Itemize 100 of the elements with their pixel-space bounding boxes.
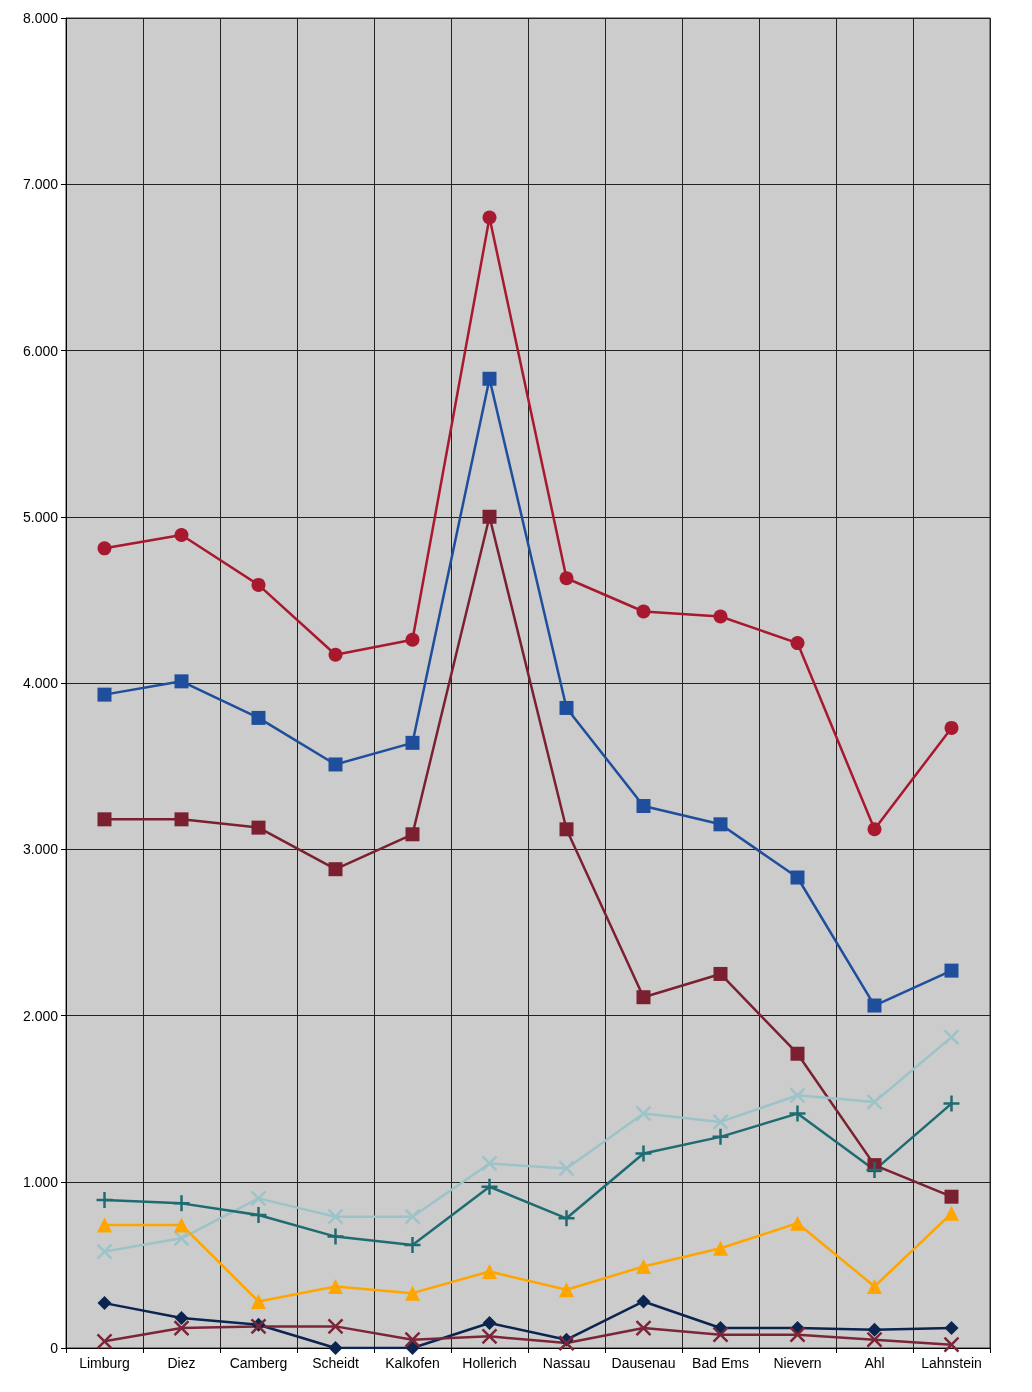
point [327,1318,344,1335]
point [174,812,189,827]
point [636,604,651,619]
point [557,1209,576,1228]
point [789,1326,806,1343]
point [251,710,266,725]
point [328,1341,343,1355]
point [634,1144,653,1163]
point [405,632,420,647]
point [788,1104,807,1123]
x-tick-label: Ahl [864,1355,885,1371]
point [942,1094,961,1113]
point [97,1217,112,1233]
point [328,862,343,877]
y-tick-label: 0 [50,1340,59,1356]
point [405,1341,420,1355]
point [713,1240,728,1256]
point [636,1259,651,1275]
point [328,757,343,772]
point [405,1285,420,1301]
point [173,1230,190,1247]
y-tick-label: 2.000 [22,1007,59,1024]
y-tick-label: 5.000 [22,508,59,525]
point [944,1205,959,1221]
point [250,1190,267,1207]
point [481,1328,498,1345]
point [403,1235,422,1255]
point [866,1331,883,1348]
point [635,1319,652,1337]
x-tick-label: Hollerich [462,1355,517,1371]
point [636,1294,651,1309]
point [96,1243,113,1260]
point [712,1113,729,1131]
point [97,687,112,702]
point [867,998,882,1013]
point [251,577,266,592]
point [482,509,497,524]
point [713,966,728,981]
point [944,720,959,735]
point [713,817,728,832]
point [944,1189,959,1204]
point [174,674,189,689]
x-tick-label: Lahnstein [921,1355,982,1371]
x-tick-label: Bad Ems [692,1355,749,1371]
point [635,1105,652,1122]
point [326,1227,345,1246]
point [867,822,882,837]
point [944,963,959,978]
point [95,1190,114,1210]
y-tick-label: 6.000 [22,342,59,359]
point [97,1296,112,1311]
point [174,528,189,543]
point [251,820,266,835]
x-tick-label: Scheidt [312,1355,359,1371]
point [174,1311,189,1326]
point [790,870,805,885]
point [790,1046,805,1061]
point [481,1155,498,1172]
point [480,1177,499,1196]
point [943,1028,960,1046]
y-tick-label: 4.000 [22,675,59,691]
point [559,1282,574,1298]
point [790,1215,805,1231]
point [713,609,728,624]
point [249,1205,268,1225]
point [482,1316,497,1331]
point [328,647,343,662]
x-tick-label: Camberg [229,1355,288,1371]
point [328,1278,343,1294]
x-tick-label: Dausenau [611,1355,676,1371]
point [558,1334,575,1352]
point [404,1331,421,1348]
point [789,1087,806,1104]
point [636,990,651,1005]
point [251,1293,266,1309]
point [711,1127,730,1147]
point [943,1336,960,1353]
y-tick-label: 1.000 [22,1173,59,1190]
point [97,812,112,827]
y-tick-label: 3.000 [22,841,59,858]
point [327,1208,344,1225]
point [559,822,574,837]
point [173,1319,190,1337]
point [482,1264,497,1280]
x-tick-label: Diez [167,1355,196,1371]
point [559,700,574,715]
point [866,1093,883,1111]
y-tick-label: 7.000 [22,176,59,193]
point [558,1160,575,1177]
point [636,799,651,814]
point [96,1333,113,1350]
point [405,827,420,842]
point [97,541,112,556]
point [712,1326,729,1343]
point [944,1321,959,1336]
x-tick-label: Nievern [773,1355,822,1371]
point [559,571,574,586]
x-tick-label: Limburg [79,1355,130,1371]
x-tick-label: Kalkofen [385,1355,440,1371]
point [172,1194,191,1213]
